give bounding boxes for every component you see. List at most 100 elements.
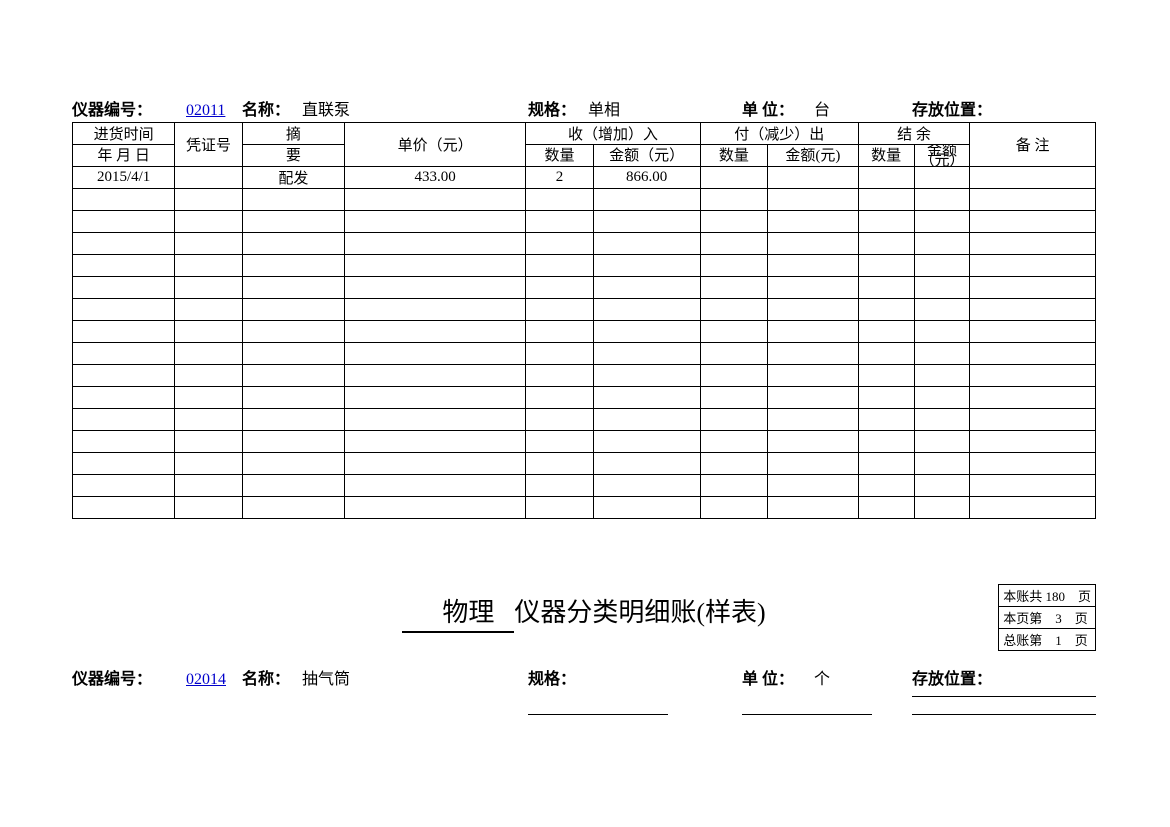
cell-date	[73, 409, 175, 431]
cell-summary	[242, 453, 344, 475]
cell-date	[73, 189, 175, 211]
page-info-box: 本账共 180 页 本页第 3 页 总账第 1 页	[998, 584, 1096, 651]
cell-price	[344, 387, 525, 409]
cell-out_qty	[700, 497, 767, 519]
hdr-out: 付（减少）出	[700, 123, 858, 145]
unit-underline	[742, 714, 872, 715]
cell-in_amt	[593, 409, 700, 431]
cell-price	[344, 255, 525, 277]
cell-out_qty	[700, 343, 767, 365]
cell-voucher	[175, 475, 242, 497]
cell-bal_amt	[914, 189, 970, 211]
cell-voucher	[175, 409, 242, 431]
cell-bal_amt	[914, 233, 970, 255]
cell-in_amt	[593, 211, 700, 233]
ledger-header: 进货时间 凭证号 摘 单价（元） 收（增加）入 付（减少）出 结 余 备 注 年…	[73, 123, 1096, 167]
spec-value: 单相	[588, 96, 742, 120]
cell-in_amt	[593, 233, 700, 255]
hdr-bal: 结 余	[858, 123, 970, 145]
cell-voucher	[175, 453, 242, 475]
cell-bal_amt	[914, 475, 970, 497]
cell-note	[970, 277, 1096, 299]
cell-out_qty	[700, 409, 767, 431]
cell-out_amt	[768, 167, 859, 189]
cell-out_amt	[768, 387, 859, 409]
cell-voucher	[175, 255, 242, 277]
cell-bal_amt	[914, 277, 970, 299]
hdr-summary-bottom: 要	[242, 145, 344, 167]
unit-value: 台	[814, 96, 912, 120]
cell-price	[344, 453, 525, 475]
cell-bal_amt	[914, 409, 970, 431]
cell-summary	[242, 255, 344, 277]
cell-date	[73, 475, 175, 497]
cell-in_amt	[593, 255, 700, 277]
loc-label-2: 存放位置：	[912, 671, 992, 688]
instrument-id-link-2[interactable]: 02014	[186, 671, 226, 688]
table-row	[73, 277, 1096, 299]
cell-bal_amt	[914, 365, 970, 387]
cell-in_qty	[526, 431, 593, 453]
cell-bal_qty	[858, 321, 914, 343]
pb-r1c: 页	[1078, 589, 1091, 604]
cell-price	[344, 189, 525, 211]
cell-out_amt	[768, 365, 859, 387]
cell-out_qty	[700, 277, 767, 299]
name-value-2: 抽气筒	[302, 665, 528, 689]
cell-in_qty	[526, 277, 593, 299]
section2-title: 物理仪器分类明细账(样表)	[72, 578, 1096, 665]
hdr-out-amt: 金额(元)	[768, 145, 859, 167]
cell-bal_qty	[858, 409, 914, 431]
cell-price	[344, 343, 525, 365]
pb-r2b: 3	[1055, 611, 1062, 626]
cell-summary	[242, 233, 344, 255]
instrument-id-link[interactable]: 02011	[186, 102, 225, 119]
cell-in_qty	[526, 387, 593, 409]
cell-note	[970, 321, 1096, 343]
cell-bal_qty	[858, 255, 914, 277]
hdr-out-qty: 数量	[700, 145, 767, 167]
cell-bal_qty	[858, 277, 914, 299]
cell-summary	[242, 299, 344, 321]
cell-note	[970, 497, 1096, 519]
table-row	[73, 321, 1096, 343]
cell-in_qty	[526, 453, 593, 475]
cell-note	[970, 343, 1096, 365]
cell-note	[970, 453, 1096, 475]
cell-bal_amt	[914, 167, 970, 189]
cell-in_qty	[526, 475, 593, 497]
cell-summary	[242, 387, 344, 409]
cell-out_amt	[768, 475, 859, 497]
cell-out_qty	[700, 453, 767, 475]
cell-bal_qty	[858, 453, 914, 475]
cell-voucher	[175, 299, 242, 321]
cell-price	[344, 475, 525, 497]
cell-out_amt	[768, 255, 859, 277]
cell-voucher	[175, 211, 242, 233]
cell-note	[970, 387, 1096, 409]
cell-price	[344, 321, 525, 343]
cell-in_amt	[593, 431, 700, 453]
cell-in_amt	[593, 299, 700, 321]
cell-date	[73, 255, 175, 277]
cell-note	[970, 299, 1096, 321]
table-row	[73, 409, 1096, 431]
hdr-bal-amt: 金额（元）	[914, 145, 970, 167]
cell-in_amt	[593, 365, 700, 387]
cell-summary	[242, 431, 344, 453]
ledger-section-2: 本账共 180 页 本页第 3 页 总账第 1 页 物理仪器分类明细账(样表) …	[72, 578, 1096, 689]
unit-label-2: 单 位：	[742, 671, 794, 688]
table-row	[73, 189, 1096, 211]
cell-bal_qty	[858, 343, 914, 365]
cell-date	[73, 431, 175, 453]
cell-bal_qty	[858, 475, 914, 497]
cell-in_amt	[593, 453, 700, 475]
table-row	[73, 387, 1096, 409]
ledger-section-1: 仪器编号： 02011 名称： 直联泵 规格： 单相 单 位： 台 存放位置： …	[72, 96, 1096, 519]
cell-bal_qty	[858, 233, 914, 255]
cell-summary	[242, 475, 344, 497]
id-label-2: 仪器编号：	[72, 671, 152, 688]
name-value: 直联泵	[302, 96, 528, 120]
cell-in_amt: 866.00	[593, 167, 700, 189]
hdr-time-bottom: 年 月 日	[73, 145, 175, 167]
